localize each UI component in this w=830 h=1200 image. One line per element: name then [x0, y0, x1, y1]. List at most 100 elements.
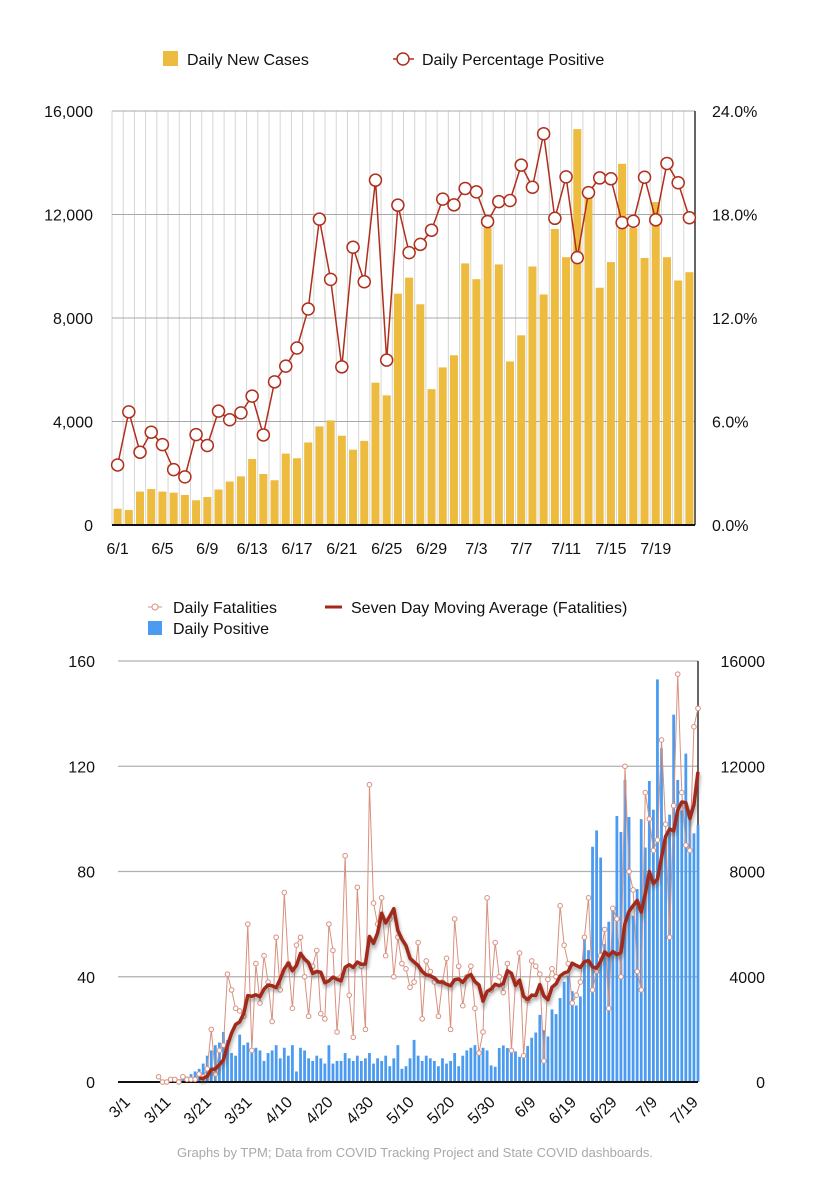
bar-daily-positive — [574, 1005, 578, 1082]
bar-daily-new-cases — [606, 262, 615, 525]
x-tick-label: 7/7 — [510, 541, 532, 558]
point-daily-fatalities — [155, 1073, 162, 1080]
x-tick-label: 6/19 — [546, 1094, 580, 1128]
y-left-tick-label: 160 — [68, 654, 95, 671]
legend-marker-pct-positive — [396, 52, 410, 66]
point-pct-positive — [144, 425, 158, 439]
bar-daily-positive — [562, 981, 566, 1082]
bar-daily-new-cases — [573, 129, 582, 526]
point-daily-fatalities — [472, 1005, 478, 1012]
point-daily-fatalities — [443, 955, 450, 962]
point-daily-fatalities — [614, 916, 620, 922]
line-pct-positive — [116, 133, 691, 479]
y-left-tick-label: 16,000 — [44, 104, 93, 121]
y-left-tick-label: 12,000 — [44, 208, 93, 225]
x-tick-label: 5/20 — [424, 1094, 458, 1128]
bar-daily-positive — [234, 1055, 238, 1082]
point-pct-positive — [335, 360, 349, 374]
point-pct-positive — [346, 240, 360, 255]
point-daily-fatalities — [666, 934, 673, 941]
point-daily-fatalities — [687, 847, 693, 854]
y-left-tick-label: 40 — [77, 970, 95, 987]
bar-daily-positive — [583, 937, 586, 1082]
bar-daily-positive — [307, 1058, 311, 1082]
point-daily-fatalities — [589, 987, 596, 993]
bar-daily-new-cases — [416, 304, 425, 525]
point-pct-positive — [536, 127, 551, 141]
point-daily-fatalities — [577, 979, 584, 985]
legend-label-daily-positive: Daily Positive — [173, 621, 269, 638]
bar-daily-positive — [692, 833, 696, 1082]
bar-daily-new-cases — [427, 389, 436, 525]
x-tick-label: 6/21 — [326, 541, 357, 558]
bar-daily-positive — [331, 1063, 335, 1082]
bar-daily-positive — [226, 1039, 229, 1082]
bar-daily-positive — [627, 817, 631, 1082]
bar-daily-new-cases — [449, 355, 458, 525]
point-daily-fatalities — [451, 916, 458, 922]
point-daily-fatalities — [313, 947, 320, 954]
point-daily-fatalities — [549, 966, 555, 972]
point-pct-positive — [290, 341, 304, 355]
bar-daily-positive — [384, 1055, 388, 1082]
x-tick-label: 3/1 — [106, 1094, 134, 1122]
bar-daily-positive — [684, 753, 688, 1082]
point-pct-positive — [211, 404, 226, 418]
point-daily-fatalities — [399, 960, 405, 967]
x-tick-label: 6/13 — [237, 541, 268, 558]
x-tick-label: 7/19 — [668, 1094, 702, 1128]
point-daily-fatalities — [492, 939, 499, 946]
bar-daily-positive — [278, 1058, 282, 1082]
bar-daily-positive — [364, 1058, 367, 1082]
point-daily-fatalities — [541, 1058, 547, 1064]
point-pct-positive — [592, 171, 607, 185]
point-daily-fatalities — [480, 1029, 486, 1035]
bar-daily-new-cases — [562, 257, 571, 525]
bar-daily-positive — [347, 1058, 351, 1082]
bar-daily-positive — [546, 1036, 550, 1082]
bar-daily-positive — [457, 1066, 461, 1082]
bar-daily-new-cases — [472, 279, 481, 525]
x-tick-label: 7/15 — [595, 541, 626, 558]
point-daily-fatalities — [484, 895, 490, 901]
bar-daily-new-cases — [405, 277, 414, 525]
point-daily-fatalities — [224, 971, 231, 977]
bar-daily-positive — [660, 748, 663, 1082]
point-pct-positive — [234, 406, 248, 420]
point-pct-positive — [525, 180, 540, 194]
bar-daily-new-cases — [124, 509, 133, 525]
point-daily-fatalities — [350, 1034, 357, 1041]
point-daily-fatalities — [330, 947, 336, 954]
bar-daily-positive — [526, 1045, 530, 1082]
bar-daily-new-cases — [113, 508, 122, 525]
bar-daily-new-cases — [349, 449, 358, 525]
point-pct-positive — [267, 375, 282, 389]
bar-daily-new-cases — [393, 293, 402, 525]
y-right-tick-label: 6.0% — [712, 415, 748, 432]
bar-daily-new-cases — [438, 367, 447, 525]
point-daily-fatalities — [382, 952, 389, 959]
bar-daily-positive — [672, 714, 676, 1082]
point-daily-fatalities — [638, 987, 645, 993]
point-daily-fatalities — [196, 1071, 202, 1077]
bar-daily-positive — [639, 819, 643, 1082]
bar-daily-positive — [469, 1047, 473, 1082]
point-pct-positive — [514, 158, 528, 172]
bar-daily-new-cases — [618, 163, 627, 525]
bar-daily-positive — [315, 1055, 319, 1082]
bar-daily-new-cases — [651, 202, 660, 525]
bar-daily-positive — [510, 1049, 513, 1082]
point-daily-fatalities — [171, 1076, 178, 1083]
y-right-tick-label: 16000 — [721, 654, 766, 671]
point-daily-fatalities — [366, 781, 373, 788]
point-daily-fatalities — [244, 921, 251, 927]
point-daily-fatalities — [297, 934, 304, 941]
bar-daily-new-cases — [147, 489, 156, 525]
bar-daily-positive — [327, 1045, 331, 1082]
x-tick-label: 7/11 — [551, 541, 581, 558]
bar-daily-positive — [441, 1058, 444, 1082]
bar-daily-positive — [372, 1063, 375, 1082]
bar-daily-new-cases — [225, 481, 234, 525]
bar-daily-positive — [514, 1051, 517, 1082]
bar-daily-new-cases — [169, 492, 178, 525]
